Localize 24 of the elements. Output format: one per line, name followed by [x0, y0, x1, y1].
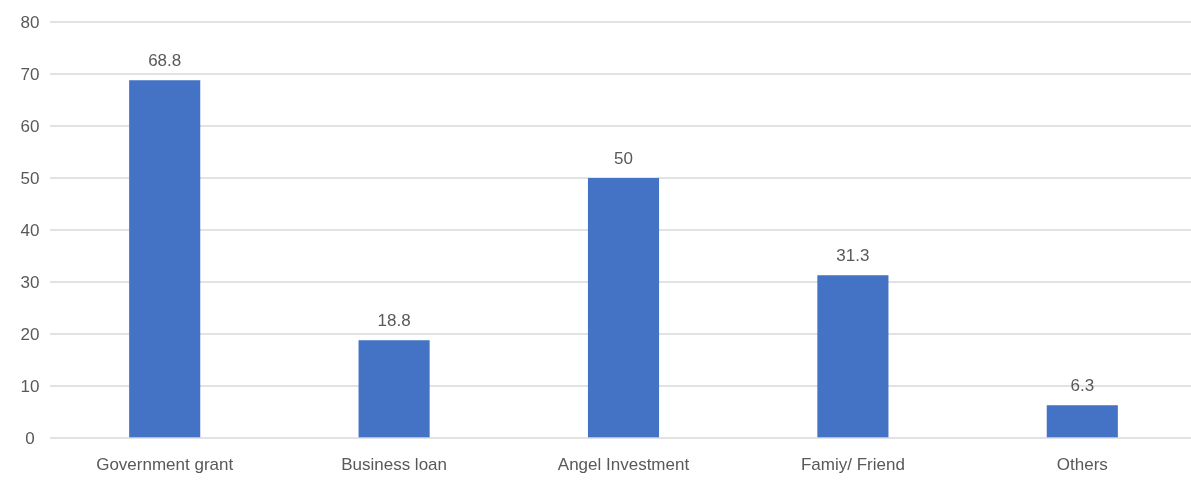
x-tick-label: Others — [1056, 455, 1108, 474]
data-label: 68.8 — [148, 51, 182, 71]
y-tick-label: 60 — [20, 116, 40, 136]
bar — [358, 340, 430, 438]
y-tick-label: 30 — [20, 272, 40, 292]
data-label: 31.3 — [836, 246, 870, 266]
data-label: 18.8 — [377, 311, 411, 331]
bar — [1046, 405, 1118, 438]
data-label: 50 — [614, 149, 633, 168]
x-tick-label: Business loan — [341, 455, 448, 474]
y-tick-label: 80 — [20, 12, 40, 32]
y-tick-label: 0 — [25, 428, 35, 448]
x-tick-label: Government grant — [96, 455, 234, 474]
y-tick-label: 70 — [20, 64, 40, 84]
bar — [817, 275, 889, 438]
data-label: 6.3 — [1070, 376, 1095, 396]
y-tick-label: 10 — [20, 376, 40, 396]
bar — [587, 178, 660, 438]
x-tick-label: Angel Investment — [557, 455, 690, 474]
y-tick-label: 20 — [20, 324, 40, 344]
y-tick-label: 40 — [20, 220, 40, 240]
y-tick-label: 50 — [20, 168, 40, 188]
x-tick-label: Famiy/ Friend — [800, 455, 905, 474]
bar — [129, 80, 201, 438]
